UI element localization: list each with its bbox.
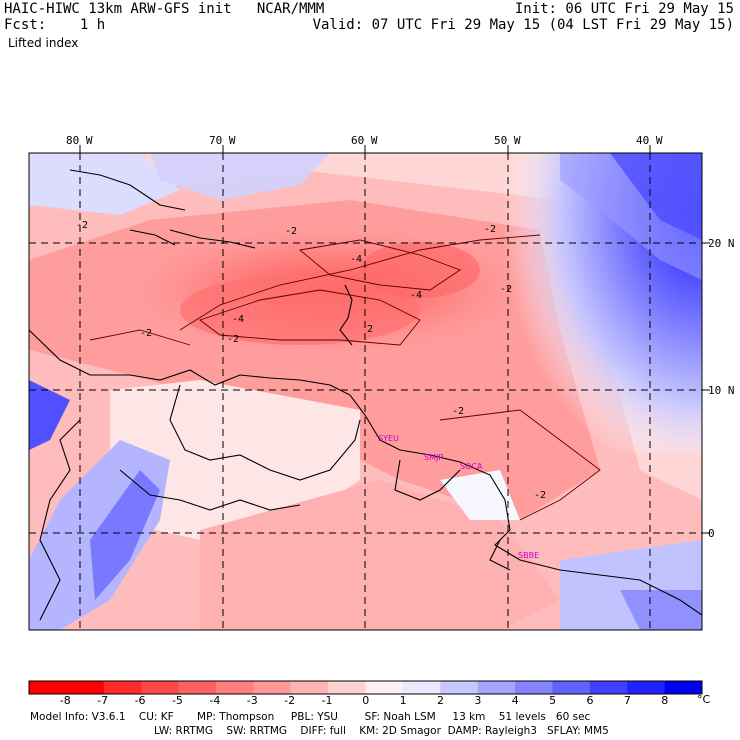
contour-label: -2	[452, 406, 464, 417]
contour-label: 2	[367, 324, 373, 335]
lon-label-40w: 40 W	[636, 134, 663, 147]
colorbar-tick-label: -4	[209, 694, 221, 707]
contour-label: -2	[500, 284, 512, 295]
contour-label: -2	[484, 224, 496, 235]
lat-label-10n: 10 N	[708, 384, 735, 397]
colorbar-frame	[28, 680, 703, 695]
colorbar-tick-label: -1	[321, 694, 333, 707]
colorbar-swatch	[477, 681, 516, 694]
contour-label: -4	[232, 314, 244, 325]
model-info-line1: Model Info: V3.6.1 CU: KF MP: Thompson P…	[30, 711, 591, 723]
colorbar-swatch	[215, 681, 254, 694]
lon-label-80w: 80 W	[66, 134, 93, 147]
contour-label: -2	[140, 328, 152, 339]
colorbar-tick-label: 8	[661, 694, 669, 707]
colorbar-tick-label: 0	[362, 694, 370, 707]
station-soca: SOCA	[460, 462, 483, 471]
model-info-line2: LW: RRTMG SW: RRTMG DIFF: full KM: 2D Sm…	[154, 725, 609, 737]
station-sbbe: SBBE	[518, 551, 539, 560]
colorbar-swatch	[402, 681, 441, 694]
init-time: Init: 06 UTC Fri 29 May 15	[514, 1, 734, 17]
colorbar-tick-label: -3	[246, 694, 258, 707]
colorbar-swatch	[440, 681, 479, 694]
model-title: HAIC-HIWC 13km ARW-GFS init NCAR/MMM	[4, 1, 325, 17]
colorbar-tick-label: -2	[284, 694, 296, 707]
colorbar-swatch	[365, 681, 404, 694]
contours	[89, 234, 601, 521]
colorbar-swatch	[515, 681, 553, 694]
colorbar-tick-label: -8	[59, 694, 71, 707]
colorbar-swatch	[589, 681, 628, 694]
colorbar-tick-label: 3	[474, 694, 482, 707]
lon-label-60w: 60 W	[351, 134, 378, 147]
colorbar-tick-label: -7	[97, 694, 109, 707]
contour-label: -4	[410, 290, 422, 301]
colorbar-swatch	[103, 681, 142, 694]
coastlines	[29, 169, 702, 621]
colorbar-swatch	[66, 681, 105, 694]
colorbar	[28, 680, 703, 695]
field-shading	[29, 153, 702, 630]
colorbar-unit: °C	[697, 693, 711, 706]
colorbar-tick-label: -5	[171, 694, 183, 707]
colorbar-tick-label: -6	[134, 694, 146, 707]
colorbar-swatch	[664, 681, 703, 694]
contour-label: -4	[350, 254, 362, 265]
station-smjp: SMJP	[424, 453, 443, 462]
colorbar-swatch	[29, 681, 67, 694]
station-syeu: SYEU	[378, 434, 399, 443]
lon-label-70w: 70 W	[209, 134, 236, 147]
colorbar-swatch	[290, 681, 329, 694]
colorbar-swatch	[552, 681, 591, 694]
contour-label: -2	[285, 226, 297, 237]
colorbar-tick-label: 6	[586, 694, 594, 707]
top-ticks	[79, 145, 710, 534]
colorbar-tick-label: 5	[549, 694, 557, 707]
colorbar-tick-label: 7	[623, 694, 631, 707]
colorbar-tick-label: 1	[399, 694, 407, 707]
lon-label-50w: 50 W	[494, 134, 521, 147]
forecast-hour: Fcst: 1 h	[4, 17, 106, 33]
colorbar-swatch	[627, 681, 666, 694]
valid-time: Valid: 07 UTC Fri 29 May 15 (04 LST Fri …	[312, 17, 734, 33]
grid-lines	[29, 153, 702, 630]
colorbar-swatch	[253, 681, 292, 694]
contour-label: -2	[76, 220, 88, 231]
lat-label-20n: 20 N	[708, 237, 735, 250]
contour-label: -2	[534, 490, 546, 501]
lat-label-0: 0	[708, 527, 715, 540]
colorbar-swatch	[178, 681, 217, 694]
contour-label: -2	[227, 334, 239, 345]
colorbar-tick-label: 2	[436, 694, 444, 707]
field-name: Lifted index	[8, 36, 79, 50]
colorbar-tick-label: 4	[511, 694, 519, 707]
colorbar-swatch	[141, 681, 180, 694]
colorbar-swatch	[328, 681, 366, 694]
